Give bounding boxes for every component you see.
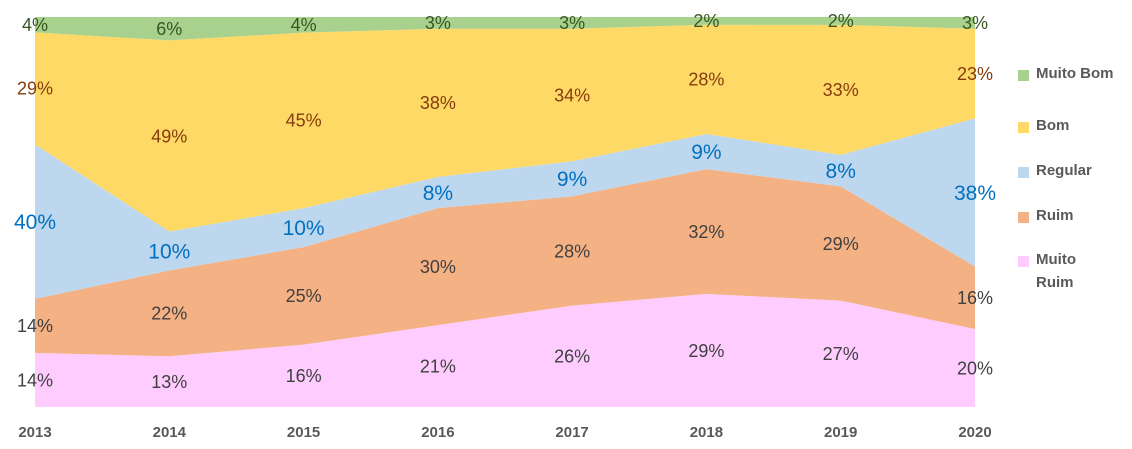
data-label-regular-2016: 8%	[423, 182, 453, 205]
data-label-muito-bom-2013: 4%	[22, 15, 48, 35]
data-label-regular-2017: 9%	[557, 168, 587, 191]
data-label-bom-2018: 28%	[688, 70, 724, 90]
data-label-muito-ruim-2013: 14%	[17, 370, 53, 390]
data-label-ruim-2019: 29%	[823, 234, 859, 254]
legend-item-muito-bom: Muito Bom	[1018, 65, 1116, 85]
legend-swatch-muito-bom	[1018, 70, 1029, 81]
data-label-muito-ruim-2017: 26%	[554, 347, 590, 367]
x-tick-2013: 2013	[18, 424, 51, 441]
data-label-regular-2014: 10%	[148, 240, 190, 263]
x-tick-2016: 2016	[421, 424, 454, 441]
data-label-muito-bom-2017: 3%	[559, 13, 585, 33]
data-label-bom-2016: 38%	[420, 93, 456, 113]
data-label-bom-2013: 29%	[17, 79, 53, 99]
area-muito-bom	[35, 17, 975, 41]
legend-swatch-bom	[1018, 122, 1029, 133]
data-label-muito-ruim-2020: 20%	[957, 358, 993, 378]
data-label-ruim-2016: 30%	[420, 257, 456, 277]
data-label-muito-bom-2018: 2%	[693, 11, 719, 31]
legend-item-ruim: Ruim	[1018, 207, 1116, 227]
x-tick-2018: 2018	[690, 424, 723, 441]
legend-label-regular: Regular	[1036, 162, 1092, 179]
data-label-regular-2013: 40%	[14, 211, 56, 234]
x-tick-2015: 2015	[287, 424, 320, 441]
area-bom	[35, 24, 975, 232]
data-label-muito-bom-2015: 4%	[291, 15, 317, 35]
data-label-muito-bom-2019: 2%	[828, 11, 854, 31]
legend-swatch-regular	[1018, 167, 1029, 178]
data-label-bom-2019: 33%	[823, 80, 859, 100]
legend-item-regular: Regular	[1018, 162, 1116, 182]
data-label-ruim-2015: 25%	[286, 286, 322, 306]
data-label-ruim-2018: 32%	[688, 222, 724, 242]
data-label-muito-ruim-2014: 13%	[151, 372, 187, 392]
data-label-bom-2017: 34%	[554, 85, 590, 105]
legend-item-muito-ruim: Muito Ruim	[1018, 251, 1116, 294]
data-label-muito-bom-2020: 3%	[962, 13, 988, 33]
data-label-ruim-2020: 16%	[957, 288, 993, 308]
area-muito-ruim	[35, 293, 975, 407]
legend-label-ruim: Ruim	[1036, 207, 1074, 224]
data-label-muito-ruim-2016: 21%	[420, 356, 456, 376]
legend-label-muito-ruim: Muito Ruim	[1036, 251, 1076, 291]
data-label-regular-2020: 38%	[954, 182, 996, 205]
data-label-ruim-2013: 14%	[17, 316, 53, 336]
legend-swatch-ruim	[1018, 212, 1029, 223]
area-regular	[35, 118, 975, 299]
x-tick-2017: 2017	[555, 424, 588, 441]
data-label-regular-2019: 8%	[826, 160, 856, 183]
legend-item-bom: Bom	[1018, 117, 1116, 137]
area-ruim	[35, 169, 975, 357]
x-tick-2019: 2019	[824, 424, 857, 441]
data-label-muito-ruim-2015: 16%	[286, 366, 322, 386]
x-tick-2014: 2014	[153, 424, 187, 441]
area-layers	[35, 17, 975, 407]
data-label-muito-bom-2014: 6%	[156, 19, 182, 39]
data-label-bom-2020: 23%	[957, 64, 993, 84]
legend-label-muito-bom: Muito Bom	[1036, 65, 1114, 82]
legend-label-bom: Bom	[1036, 117, 1070, 134]
data-label-ruim-2017: 28%	[554, 241, 590, 261]
x-tick-2020: 2020	[958, 424, 991, 441]
x-axis-ticks: 2013 2014 2015 2016 2017 2018 2019 2020	[18, 424, 991, 441]
data-label-muito-ruim-2018: 29%	[688, 341, 724, 361]
data-label-regular-2018: 9%	[691, 141, 721, 164]
data-label-bom-2014: 49%	[151, 126, 187, 146]
data-label-regular-2015: 10%	[283, 217, 325, 240]
data-label-bom-2015: 45%	[286, 111, 322, 131]
data-label-muito-bom-2016: 3%	[425, 13, 451, 33]
data-label-muito-ruim-2019: 27%	[823, 344, 859, 364]
data-labels: 14% 13% 16% 21% 26% 29% 27% 20% 14% 22% 25% 30% 28% 3…	[14, 11, 996, 392]
legend-swatch-muito-ruim	[1018, 256, 1029, 267]
data-label-ruim-2014: 22%	[151, 304, 187, 324]
